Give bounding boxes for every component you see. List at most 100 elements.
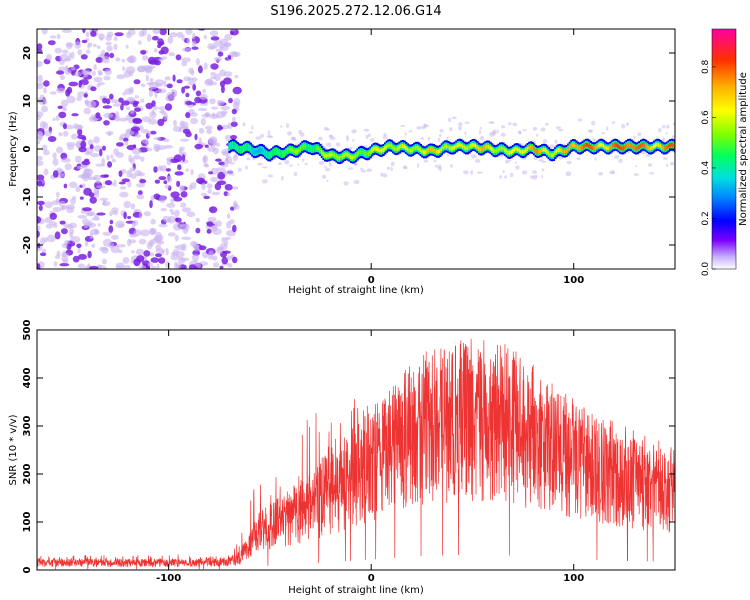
noise-blob <box>155 148 159 152</box>
band-core <box>549 152 552 157</box>
noise-blob <box>37 134 43 142</box>
noise-blob <box>207 188 212 194</box>
band-core <box>497 147 500 152</box>
band-core <box>434 148 437 153</box>
halo-blob <box>592 138 596 143</box>
halo-blob <box>471 154 477 159</box>
noise-blob <box>102 105 112 109</box>
noise-blob <box>76 96 82 102</box>
halo-blob <box>662 137 665 143</box>
halo-blob <box>347 167 354 170</box>
noise-blob <box>207 256 215 260</box>
noise-blob <box>154 90 158 98</box>
band-core <box>380 148 384 153</box>
noise-blob <box>83 107 91 115</box>
noise-blob <box>210 71 217 76</box>
band-core <box>667 144 670 149</box>
band-core <box>476 145 479 150</box>
halo-blob <box>318 136 323 141</box>
noise-blob <box>157 88 167 94</box>
noise-blob <box>203 34 207 40</box>
band-core <box>369 150 372 155</box>
band-core <box>332 152 335 157</box>
noise-blob <box>82 70 92 75</box>
band-core <box>324 153 327 158</box>
noise-blob <box>71 236 81 243</box>
halo-blob <box>649 172 655 175</box>
noise-blob <box>81 160 91 166</box>
noise-blob <box>71 113 79 117</box>
noise-blob <box>220 106 230 111</box>
noise-blob <box>221 164 229 168</box>
noise-blob <box>37 200 45 206</box>
band-core <box>546 149 549 154</box>
noise-blob <box>197 107 208 112</box>
band-core <box>302 144 306 149</box>
y-tick-label: 500 <box>22 320 33 341</box>
y-tick-label: 0 <box>22 145 33 152</box>
noise-blob <box>128 154 133 163</box>
noise-blob <box>109 52 115 59</box>
band-core <box>270 152 273 157</box>
noise-blob <box>216 247 224 254</box>
noise-blob <box>140 156 145 162</box>
halo-blob <box>298 129 303 135</box>
band-core <box>620 146 623 151</box>
band-core <box>343 153 346 157</box>
noise-blob <box>195 58 200 66</box>
noise-blob <box>231 108 237 115</box>
noise-blob <box>226 169 233 175</box>
x-tick-label: 0 <box>368 275 375 286</box>
noise-blob <box>103 75 111 81</box>
noise-blob <box>198 65 203 74</box>
noise-blob <box>170 211 175 216</box>
noise-blob <box>145 139 150 146</box>
halo-blob <box>390 166 393 172</box>
halo-blob <box>621 124 626 129</box>
band-core <box>390 143 393 148</box>
noise-blob <box>150 218 156 225</box>
band-core <box>646 145 649 150</box>
halo-blob <box>645 154 651 157</box>
band-core <box>596 144 599 149</box>
halo-blob <box>351 129 357 134</box>
noise-blob <box>75 186 81 193</box>
noise-blob <box>62 29 72 33</box>
noise-blob <box>232 256 238 264</box>
noise-blob <box>54 47 63 54</box>
band-core <box>643 142 646 147</box>
noise-blob <box>38 98 48 106</box>
band-core <box>541 148 544 153</box>
noise-blob <box>118 170 123 177</box>
noise-blob <box>199 93 208 100</box>
snr-ylabel: SNR (10 * v/v) <box>8 414 19 485</box>
y-tick-label: 400 <box>22 368 33 389</box>
noise-blob <box>104 68 112 76</box>
halo-blob <box>538 159 544 162</box>
noise-blob <box>96 265 106 269</box>
noise-blob <box>94 228 99 235</box>
halo-blob <box>361 169 366 173</box>
band-core <box>669 143 672 148</box>
noise-blob <box>195 90 202 97</box>
noise-blob <box>232 186 239 190</box>
noise-blob <box>56 250 61 257</box>
band-core <box>589 144 593 149</box>
noise-blob <box>83 223 89 229</box>
noise-blob <box>107 161 113 168</box>
noise-blob <box>57 105 63 110</box>
noise-blob <box>80 54 88 60</box>
noise-blob <box>151 35 159 41</box>
noise-blob <box>157 106 167 111</box>
noise-blob <box>87 250 92 259</box>
band-core <box>486 144 489 149</box>
noise-blob <box>139 211 143 220</box>
band-core <box>500 146 503 151</box>
y-tick-label: 100 <box>22 512 33 533</box>
band-core <box>568 145 572 150</box>
halo-blob <box>500 132 506 137</box>
halo-blob <box>247 152 250 157</box>
noise-blob <box>90 153 100 158</box>
band-core <box>254 150 257 155</box>
noise-blob <box>127 55 137 64</box>
